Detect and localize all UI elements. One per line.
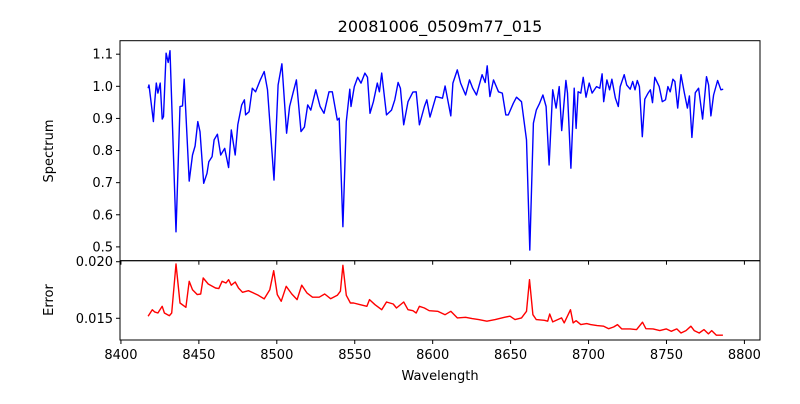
error-y-label: Error [42, 284, 57, 316]
x-tick-label: 8500 [260, 348, 293, 363]
error-axes-frame [119, 260, 761, 341]
x-tick-label: 8650 [494, 348, 527, 363]
x-tick-label: 8800 [728, 348, 761, 363]
spectrum-y-label: Spectrum [42, 120, 57, 183]
spectrum-y-tick-label: 1.1 [92, 48, 113, 63]
x-tick-label: 8750 [650, 348, 683, 363]
error-y-tick-label: 0.020 [76, 255, 113, 270]
spectrum-series-line [147, 50, 724, 251]
spectrum-y-tick-label: 0.6 [92, 208, 113, 223]
spectrum-axes: 0.5 0.6 0.7 0.8 0.9 1.0 1.1 [92, 40, 761, 265]
x-tick-label: 8450 [182, 348, 215, 363]
spectrum-y-tick-label: 0.9 [92, 112, 113, 127]
spectrum-y-tick-label: 1.0 [92, 80, 113, 95]
error-series-line [147, 263, 723, 336]
x-tick-label: 8700 [572, 348, 605, 363]
spectrum-y-tick-label: 0.8 [92, 144, 113, 159]
spectrum-axes-frame [119, 40, 761, 262]
error-y-tick-label: 0.015 [76, 312, 113, 327]
spectrum-y-tick-label: 0.7 [92, 176, 113, 191]
x-axis-label: Wavelength [401, 369, 478, 384]
spectrum-y-tick-label: 0.5 [92, 240, 113, 255]
x-tick-label: 8600 [416, 348, 449, 363]
x-tick-label: 8400 [104, 348, 137, 363]
x-tick-label: 8550 [338, 348, 371, 363]
error-axes: 0.015 0.020 8400 8450 8500 8550 8600 8650 8700 87… [76, 255, 761, 363]
chart-title: 20081006_0509m77_015 [338, 17, 543, 37]
